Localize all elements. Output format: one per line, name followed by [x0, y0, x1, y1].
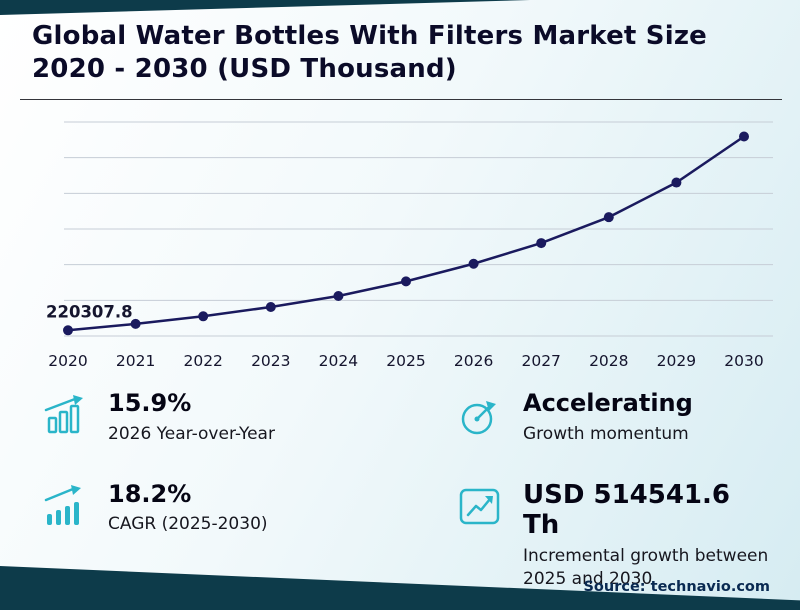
market-line-chart: 2020 2021 2022 2023 2024 2025 2026 2027 2028 2029…: [28, 106, 776, 378]
line-chart-svg: 2020 2021 2022 2023 2024 2025 2026 2027 2028 2029…: [46, 121, 773, 370]
svg-text:2021: 2021: [116, 352, 155, 370]
svg-text:2025: 2025: [386, 352, 425, 370]
stat-label: Growth momentum: [523, 423, 689, 444]
page-title: Global Water Bottles With Filters Market…: [32, 21, 708, 84]
source-credit: Source: technavio.com: [583, 579, 770, 595]
stat-label: CAGR (2025-2030): [108, 514, 268, 535]
stat-label: 2026 Year-over-Year: [108, 423, 275, 444]
svg-text:2020: 2020: [48, 352, 87, 370]
stat-momentum: Accelerating Growth momentum: [457, 389, 772, 445]
speedometer-icon: [461, 401, 496, 435]
svg-text:2026: 2026: [454, 352, 493, 370]
svg-text:2024: 2024: [319, 352, 358, 370]
svg-text:2022: 2022: [183, 352, 222, 370]
svg-text:2030: 2030: [724, 352, 763, 370]
stat-value: USD 514541.6 Th: [523, 479, 730, 540]
stat-incremental-growth: USD 514541.6 Th Incremental growth betwe…: [457, 479, 772, 590]
rising-bars-arrow-icon: [44, 484, 81, 525]
title-divider: [20, 99, 782, 100]
stat-label: Incremental growth between 2025 and 2030: [523, 546, 769, 589]
chart-box-icon: [459, 488, 500, 524]
svg-text:2027: 2027: [521, 352, 560, 370]
growth-bars-icon: [44, 395, 83, 434]
top-corner-band: [0, 0, 530, 15]
stat-value: 18.2%: [108, 479, 192, 508]
svg-text:2029: 2029: [657, 352, 696, 370]
stats-grid: 15.9% 2026 Year-over-Year Accelerating G…: [42, 389, 772, 590]
stat-cagr: 18.2% CAGR (2025-2030): [42, 479, 457, 590]
svg-text:220307.8: 220307.8: [46, 302, 133, 321]
stat-value: 15.9%: [108, 389, 192, 417]
stat-value: Accelerating: [523, 389, 693, 417]
stat-yoy: 15.9% 2026 Year-over-Year: [42, 389, 457, 445]
svg-text:2028: 2028: [589, 352, 628, 370]
svg-text:2023: 2023: [251, 352, 290, 370]
